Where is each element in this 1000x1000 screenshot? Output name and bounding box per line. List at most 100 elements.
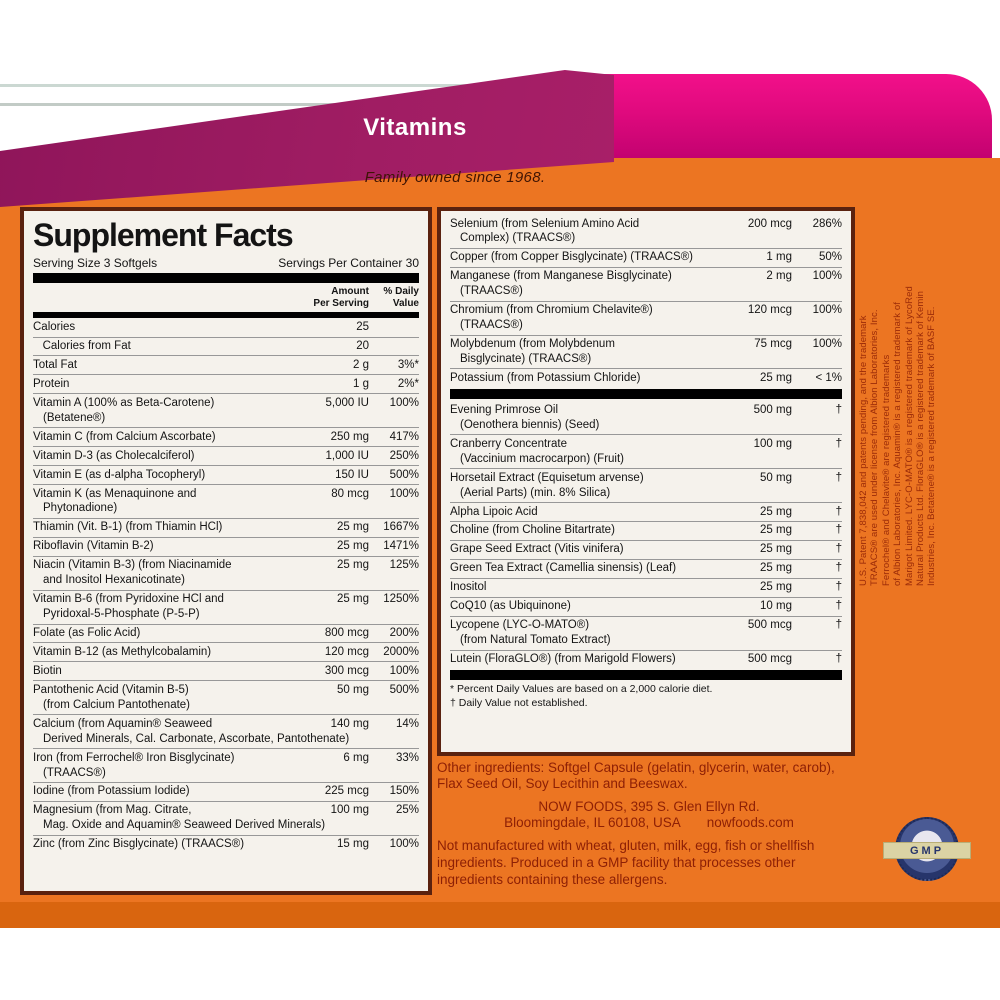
table-row: Copper (from Copper Bisglycinate) (TRAAC… bbox=[450, 247, 842, 267]
ingredient-amount: 25 mg bbox=[760, 524, 792, 537]
ingredient-daily-value: † bbox=[835, 653, 842, 665]
ingredient-name: Vitamin D-3 (as Cholecalciferol) bbox=[33, 449, 195, 462]
gmp-seal-label: GMP bbox=[909, 844, 945, 857]
ingredient-amount: 1,000 IU bbox=[325, 449, 369, 462]
ingredient-name: Zinc (from Zinc Bisglycinate) (TRAACS®) bbox=[33, 838, 245, 851]
table-row: Cranberry Concentrate 100 mg † (Vacciniu… bbox=[450, 434, 842, 468]
decor-line-top bbox=[0, 84, 588, 87]
table-row: Pantothenic Acid (Vitamin B-5) 50 mg 500… bbox=[33, 680, 419, 714]
ingredient-name-continued: (Betatene®) bbox=[43, 411, 106, 424]
ingredient-amount: 500 mcg bbox=[747, 653, 792, 665]
ingredient-daily-value: † bbox=[835, 524, 842, 537]
serving-size: Serving Size 3 Softgels bbox=[33, 256, 158, 270]
table-row: Vitamin D-3 (as Cholecalciferol) 1,000 I… bbox=[33, 446, 419, 465]
ingredient-amount: 1 g bbox=[353, 377, 369, 390]
ingredient-name: Cranberry Concentrate bbox=[450, 437, 567, 450]
ingredient-amount: 1 mg bbox=[766, 251, 792, 264]
ingredient-amount: 15 mg bbox=[337, 838, 369, 851]
table-row: Protein 1 g 2%* bbox=[33, 374, 419, 393]
ingredient-name: Biotin bbox=[33, 664, 62, 677]
ingredient-daily-value: 2%* bbox=[397, 377, 419, 390]
ingredient-daily-value: 1471% bbox=[383, 540, 419, 553]
ingredient-daily-value: 417% bbox=[389, 430, 419, 443]
ingredient-name-continued: (Vaccinium macrocarpon) (Fruit) bbox=[460, 452, 625, 465]
ingredient-daily-value: 3%* bbox=[397, 358, 419, 371]
ingredient-amount: 500 mg bbox=[753, 403, 792, 416]
ingredient-daily-value: 25% bbox=[395, 804, 419, 817]
trademark-notice-line: U.S. Patent 7,838,042 and patents pendin… bbox=[858, 315, 869, 586]
ingredient-name: Chromium (from Chromium Chelavite®) bbox=[450, 304, 653, 317]
ingredient-name: Thiamin (Vit. B-1) (from Thiamin HCl) bbox=[33, 521, 223, 534]
ingredient-name: Selenium (from Selenium Amino Acid bbox=[450, 217, 640, 230]
servings-per-container: Servings Per Container 30 bbox=[278, 256, 419, 270]
ingredient-name: CoQ10 (as Ubiquinone) bbox=[450, 600, 571, 613]
other-ingredients: Other ingredients: Softgel Capsule (gela… bbox=[437, 760, 835, 792]
dagger-footnote: † Daily Value not established. bbox=[450, 696, 588, 709]
ingredient-daily-value: † bbox=[835, 437, 842, 450]
ingredient-daily-value: 286% bbox=[812, 217, 842, 230]
ingredient-daily-value: 33% bbox=[395, 751, 419, 764]
ingredient-amount: 80 mcg bbox=[331, 487, 369, 500]
website-text: nowfoods.com bbox=[706, 815, 794, 831]
ingredient-amount: 2 g bbox=[353, 358, 369, 371]
trademark-notice: U.S. Patent 7,838,042 and patents pendin… bbox=[858, 204, 938, 586]
ingredient-daily-value: 100% bbox=[389, 664, 419, 677]
ingredient-name: Green Tea Extract (Camellia sinensis) (L… bbox=[450, 562, 677, 575]
ingredient-amount: 50 mg bbox=[760, 471, 792, 484]
ingredient-name: Iodine (from Potassium Iodide) bbox=[33, 785, 190, 798]
table-row: Vitamin B-6 (from Pyridoxine HCl and 25 … bbox=[33, 589, 419, 624]
manufacturer-address: NOW FOODS, 395 S. Glen Ellyn Rd. Bloomin… bbox=[437, 799, 861, 832]
table-row: Choline (from Choline Bitartrate) 25 mg … bbox=[450, 520, 842, 540]
ingredient-name-continued: (Aerial Parts) (min. 8% Silica) bbox=[460, 486, 611, 499]
table-row: Iron (from Ferrochel® Iron Bisglycinate)… bbox=[33, 748, 419, 782]
table-row: Riboflavin (Vitamin B-2) 25 mg 1471% bbox=[33, 536, 419, 556]
ingredient-name: Alpha Lipoic Acid bbox=[450, 505, 538, 518]
trademark-notice-line: Ferrochel® and Chelavite® are registered… bbox=[880, 354, 892, 586]
daily-value-header: % Daily bbox=[383, 286, 419, 297]
table-row: Green Tea Extract (Camellia sinensis) (L… bbox=[450, 558, 842, 578]
ingredient-name: Vitamin K (as Menaquinone and bbox=[33, 487, 197, 500]
allergen-statement: Not manufactured with wheat, gluten, mil… bbox=[437, 837, 815, 887]
table-row: Molybdenum (from Molybdenum 75 mcg 100% … bbox=[450, 334, 842, 369]
table-row: Calories from Fat 20 bbox=[33, 336, 419, 356]
ingredient-name-continued: (TRAACS®) bbox=[43, 766, 106, 779]
label-bottom-edge bbox=[0, 902, 1000, 928]
ingredient-amount: 25 mg bbox=[760, 581, 792, 594]
ingredient-amount: 25 mg bbox=[760, 505, 792, 518]
ingredient-daily-value: 125% bbox=[389, 559, 419, 572]
ingredient-amount: 150 IU bbox=[335, 468, 369, 481]
ingredient-daily-value: 100% bbox=[812, 304, 842, 317]
ingredient-name-continued: and Inositol Hexanicotinate) bbox=[43, 574, 185, 587]
ingredient-amount: 25 mg bbox=[337, 521, 369, 534]
ingredient-name: Horsetail Extract (Equisetum arvense) bbox=[450, 471, 644, 484]
address-line2: Bloomingdale, IL 60108, USA bbox=[504, 815, 681, 831]
label-footer-text: Other ingredients: Softgel Capsule (gela… bbox=[437, 760, 861, 889]
table-row: Niacin (Vitamin B-3) (from Niacinamide 2… bbox=[33, 555, 419, 590]
ingredient-daily-value: 100% bbox=[812, 270, 842, 283]
nutrient-table-left: Calories 25 Calories from Fat 20 Total F… bbox=[33, 319, 419, 854]
column-headers: Amount Per Serving % Daily Value bbox=[33, 286, 419, 310]
ingredient-amount: 20 bbox=[356, 340, 369, 353]
ingredient-amount: 25 bbox=[356, 321, 369, 334]
ingredient-daily-value: 1667% bbox=[383, 521, 419, 534]
ingredient-name: Total Fat bbox=[33, 358, 78, 371]
trademark-notice-line: Marigot Limited. LYC-O-MATO® is a regist… bbox=[903, 286, 915, 586]
ingredient-daily-value: † bbox=[835, 471, 842, 484]
table-row: Manganese (from Manganese Bisglycinate) … bbox=[450, 266, 842, 301]
ingredient-daily-value: 500% bbox=[389, 468, 419, 481]
ingredient-daily-value: 100% bbox=[812, 338, 842, 351]
table-row: Potassium (from Potassium Chloride) 25 m… bbox=[450, 368, 842, 387]
ingredient-daily-value: † bbox=[835, 600, 842, 613]
table-row: Grape Seed Extract (Vitis vinifera) 25 m… bbox=[450, 539, 842, 559]
nutrient-table-botanicals: Evening Primrose Oil 500 mg † (Oenothera… bbox=[450, 401, 842, 668]
trademark-notice-line: Natural Products Ltd. FloraGLO® is a reg… bbox=[915, 290, 927, 586]
ingredient-daily-value: 2000% bbox=[383, 645, 419, 658]
table-row: Folate (as Folic Acid) 800 mcg 200% bbox=[33, 623, 419, 643]
ingredient-name-continued: Phytonadione) bbox=[43, 502, 118, 515]
ingredient-daily-value: † bbox=[835, 543, 842, 556]
ingredient-name: Evening Primrose Oil bbox=[450, 403, 559, 416]
ingredient-name-continued: Pyridoxal-5-Phosphate (P-5-P) bbox=[43, 608, 200, 621]
ingredient-daily-value: † bbox=[835, 403, 842, 416]
ingredient-name: Magnesium (from Mag. Citrate, bbox=[33, 804, 192, 817]
